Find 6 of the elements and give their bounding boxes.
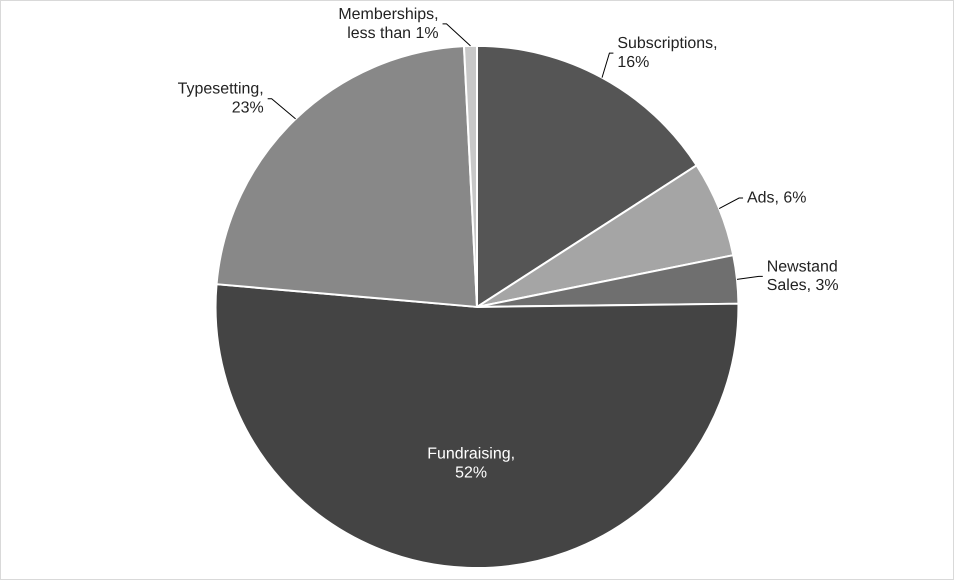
slice-label: Subscriptions, 16% — [617, 35, 718, 71]
slice-label: Typesetting, 23% — [178, 80, 264, 117]
slice-label: Ads, 6% — [747, 189, 806, 206]
slice-label: Fundraising, 52% — [427, 445, 516, 482]
slice-label: Newstand Sales, 3% — [766, 258, 839, 294]
slice-label: Memberships, less than 1% — [338, 6, 439, 42]
